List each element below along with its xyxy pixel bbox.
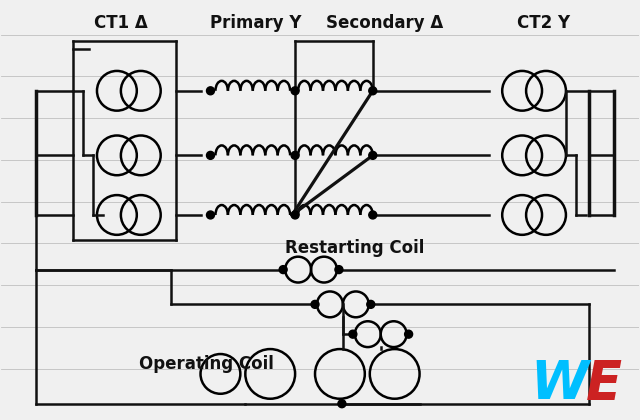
Circle shape (335, 265, 343, 273)
Circle shape (369, 211, 377, 219)
Text: E: E (586, 358, 622, 410)
Text: CT1 Δ: CT1 Δ (94, 14, 148, 32)
Text: Primary Y: Primary Y (209, 14, 301, 32)
Text: Operating Coil: Operating Coil (139, 355, 274, 373)
Circle shape (291, 87, 299, 95)
Circle shape (349, 330, 357, 338)
Circle shape (291, 211, 299, 219)
Circle shape (207, 211, 214, 219)
Text: CT2 Y: CT2 Y (518, 14, 571, 32)
Circle shape (207, 151, 214, 159)
Circle shape (279, 265, 287, 273)
Circle shape (207, 87, 214, 95)
Circle shape (367, 300, 375, 308)
Circle shape (291, 151, 299, 159)
Text: W: W (530, 358, 588, 410)
Text: Restarting Coil: Restarting Coil (285, 239, 424, 257)
Circle shape (369, 87, 377, 95)
Circle shape (338, 400, 346, 408)
Circle shape (311, 300, 319, 308)
Text: Secondary Δ: Secondary Δ (326, 14, 444, 32)
Circle shape (404, 330, 413, 338)
Circle shape (369, 151, 377, 159)
